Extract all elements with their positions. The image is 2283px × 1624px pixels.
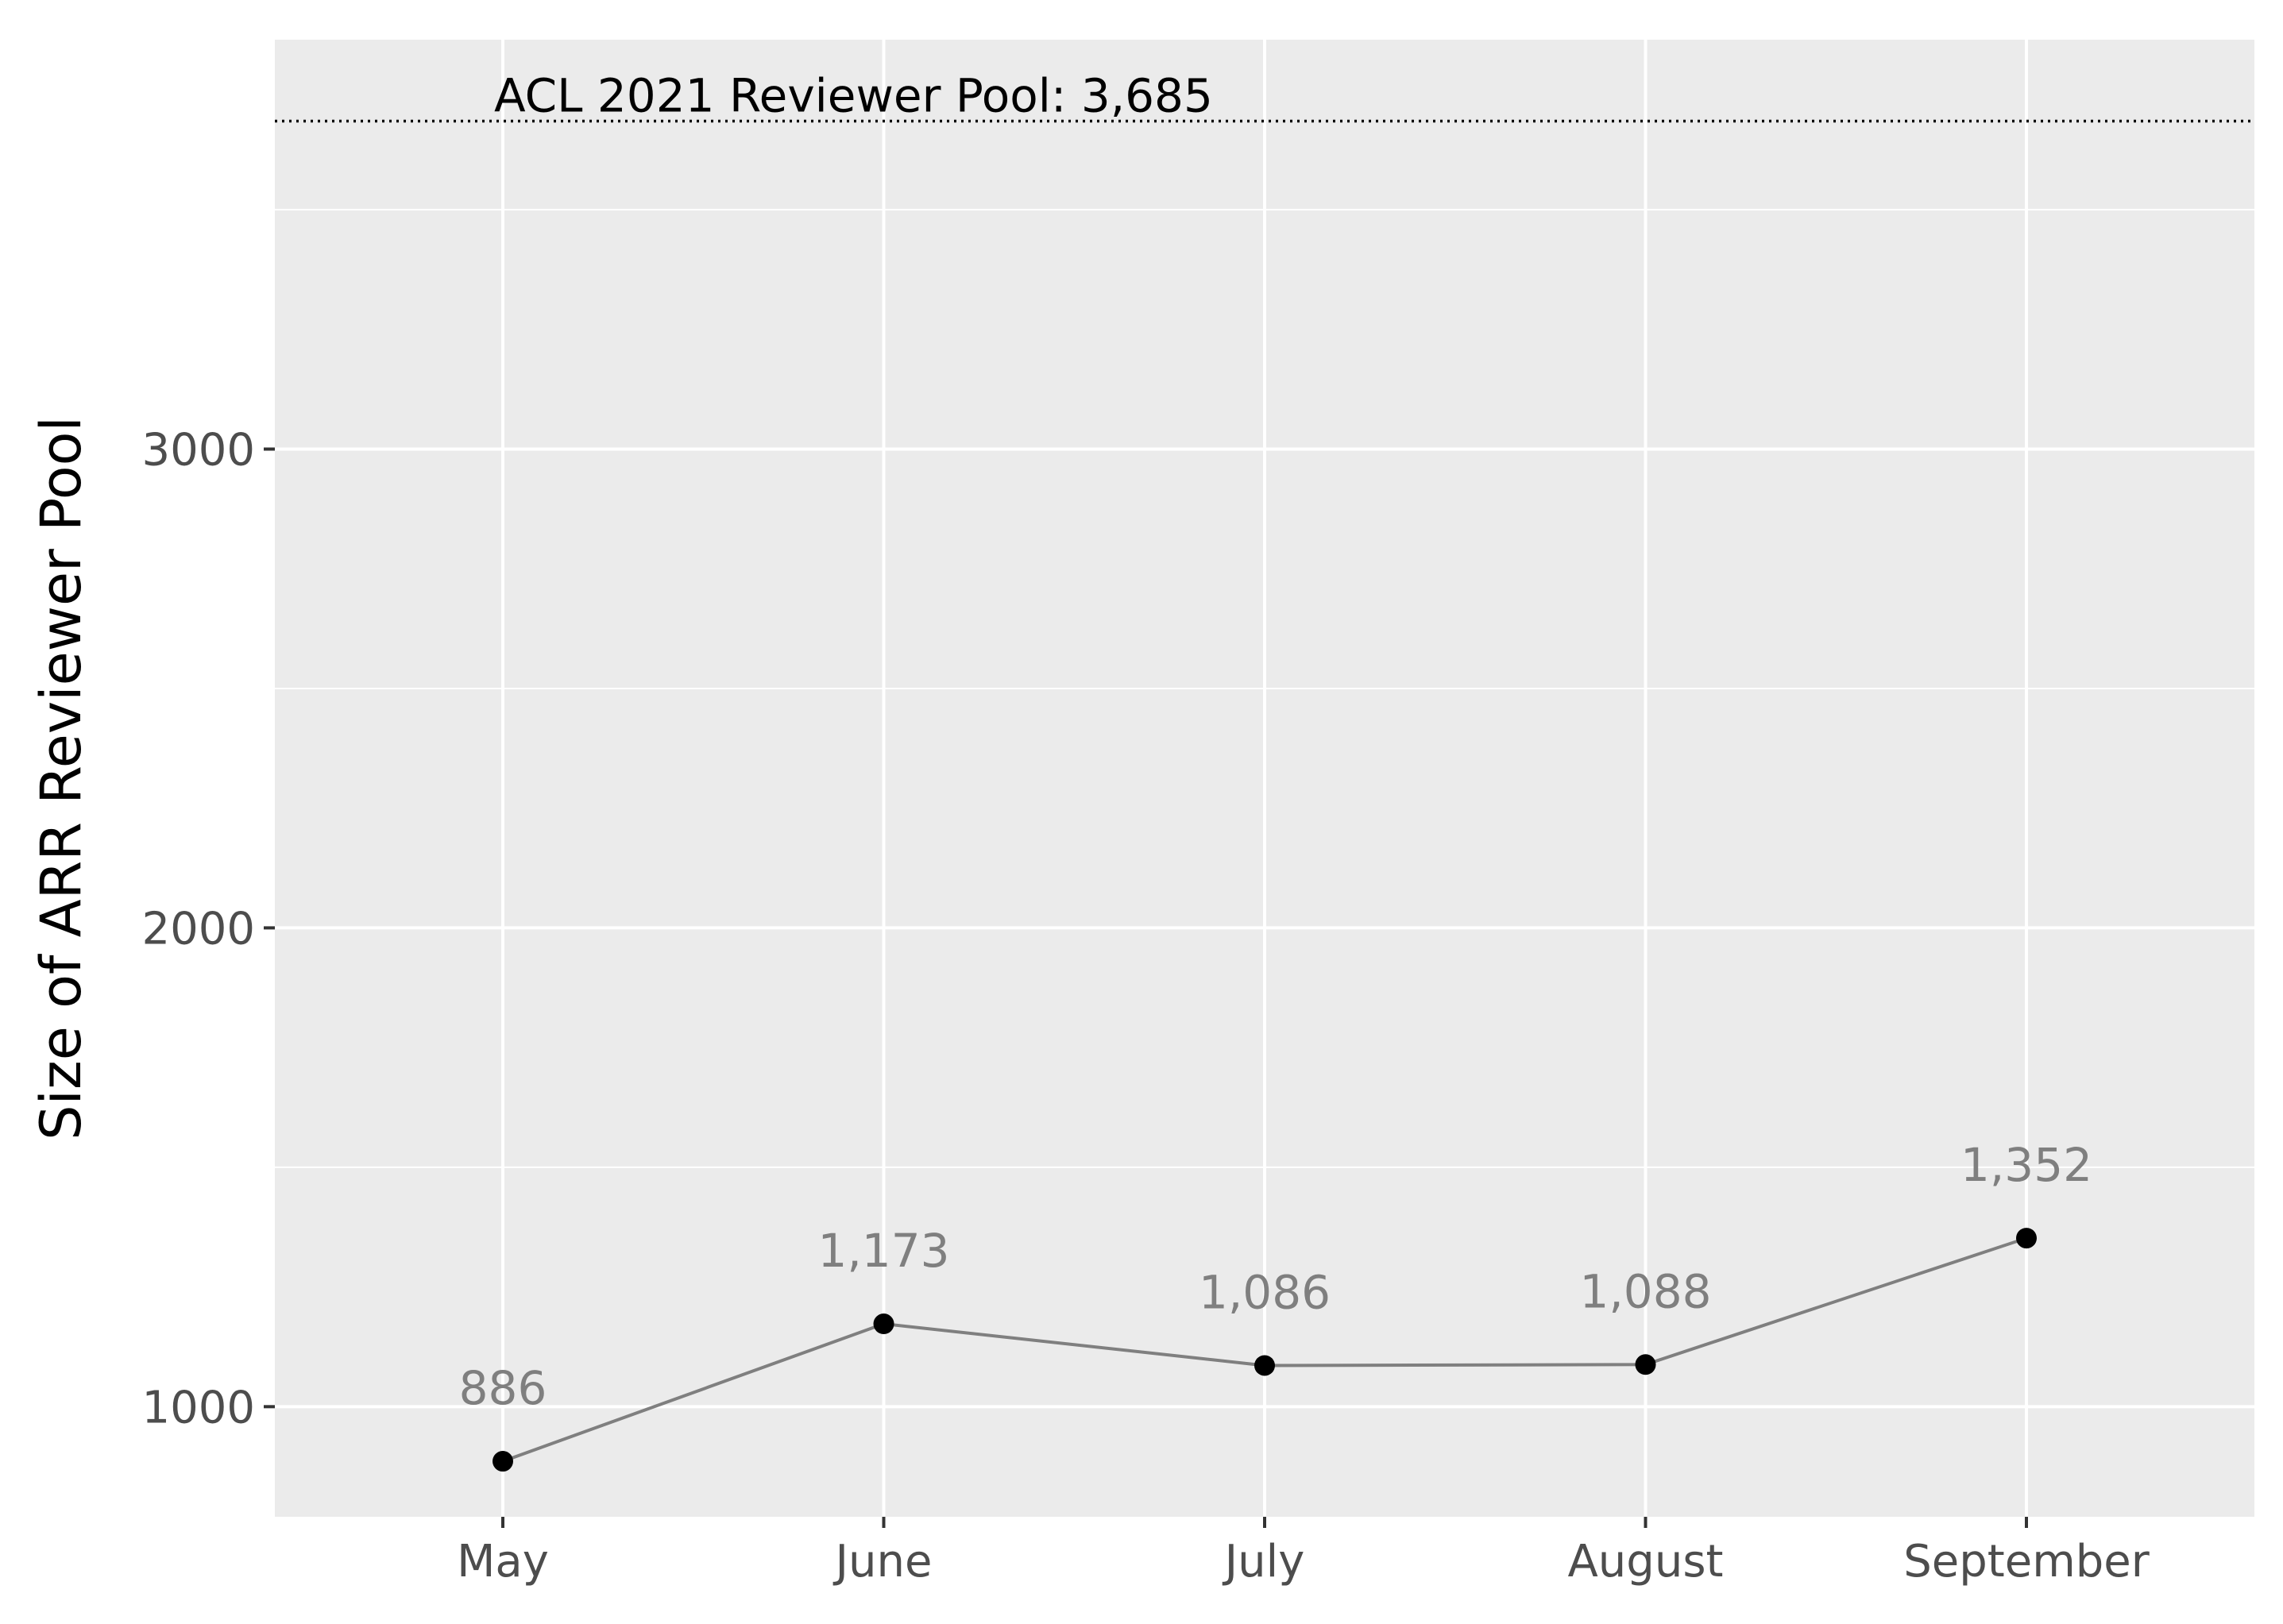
x-axis-ticks: May June July August September [457, 1517, 2150, 1587]
data-points [493, 1228, 2037, 1472]
data-label: 1,173 [817, 1224, 949, 1278]
x-tick-label: August [1568, 1536, 1724, 1587]
data-label: 1,088 [1579, 1264, 1711, 1318]
x-tick-label: June [833, 1536, 933, 1587]
x-tick-label: July [1223, 1536, 1305, 1587]
reference-line-label: ACL 2021 Reviewer Pool: 3,685 [494, 68, 1213, 122]
data-point [493, 1451, 513, 1472]
major-gridlines [275, 40, 2254, 1517]
data-label: 1,352 [1960, 1138, 2092, 1192]
y-axis-ticks: 1000 2000 3000 [141, 424, 275, 1433]
y-tick-label: 1000 [141, 1382, 255, 1433]
x-tick-label: May [457, 1536, 549, 1587]
data-point [873, 1313, 894, 1335]
data-label: 886 [459, 1361, 547, 1415]
data-point [1254, 1355, 1275, 1376]
data-point [1635, 1354, 1656, 1375]
y-tick-label: 2000 [141, 903, 255, 955]
data-label: 1,086 [1199, 1265, 1331, 1319]
data-point [2016, 1228, 2037, 1249]
y-axis-title: Size of ARR Reviewer Pool [29, 416, 94, 1140]
data-labels: 886 1,173 1,086 1,088 1,352 [459, 1138, 2092, 1415]
y-tick-label: 3000 [141, 424, 255, 476]
x-tick-label: September [1903, 1536, 2150, 1587]
